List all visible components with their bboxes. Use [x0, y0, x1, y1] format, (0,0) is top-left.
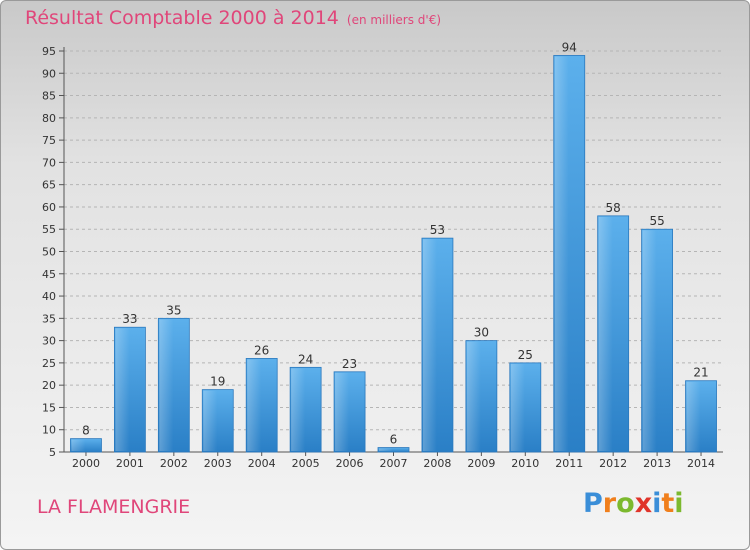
- chart-unit: (en milliers d'€): [346, 13, 442, 27]
- data-label: 53: [430, 223, 445, 237]
- x-tick-label: 2006: [336, 457, 364, 470]
- data-label: 23: [342, 357, 357, 371]
- data-label: 6: [390, 433, 398, 447]
- bar-highlight: [247, 359, 262, 451]
- x-tick-label: 2014: [687, 457, 715, 470]
- data-label: 21: [693, 366, 708, 380]
- proxiti-logo: Proxiti: [583, 488, 684, 519]
- bar-highlight: [291, 368, 306, 451]
- bar-highlight: [510, 363, 525, 451]
- data-label: 24: [298, 352, 313, 366]
- bar-highlight: [598, 216, 613, 451]
- data-label: 19: [210, 375, 225, 389]
- y-tick-label: 15: [42, 401, 56, 414]
- logo-letter: t: [661, 488, 675, 519]
- data-label: 58: [606, 201, 621, 215]
- y-tick-label: 30: [42, 335, 56, 348]
- chart-title-text: Résultat Comptable 2000 à 2014: [25, 7, 339, 29]
- x-tick-label: 2012: [599, 457, 627, 470]
- data-label: 35: [166, 303, 181, 317]
- y-tick-label: 95: [42, 45, 56, 58]
- y-tick-label: 60: [42, 201, 56, 214]
- bar-highlight: [642, 230, 657, 451]
- chart-title: Résultat Comptable 2000 à 2014 (en millie…: [25, 7, 441, 29]
- logo-letter: P: [583, 488, 603, 519]
- x-tick-label: 2013: [643, 457, 671, 470]
- bar-highlight: [71, 439, 86, 451]
- x-tick-label: 2009: [467, 457, 495, 470]
- y-tick-label: 90: [42, 67, 56, 80]
- logo-letter: r: [602, 488, 617, 519]
- bar-highlight: [554, 56, 569, 451]
- bars: [70, 55, 717, 453]
- y-tick-label: 10: [42, 424, 56, 437]
- town-name: LA FLAMENGRIE: [37, 496, 191, 518]
- bar-highlight: [422, 239, 437, 451]
- x-tick-label: 2004: [248, 457, 276, 470]
- bar: [377, 447, 410, 453]
- bar-highlight: [379, 448, 393, 451]
- data-label: 8: [82, 424, 90, 438]
- y-tick-label: 65: [42, 179, 56, 192]
- labels: 8 2000 33 2001 35 2002 19 2003 26 2004 24 2005 23 200…: [72, 40, 715, 470]
- data-label: 26: [254, 343, 269, 357]
- y-tick-label: 25: [42, 357, 56, 370]
- y-tick-label: 40: [42, 290, 56, 303]
- logo-letter: x: [634, 488, 653, 519]
- bar-highlight: [335, 372, 350, 451]
- bar-highlight: [203, 390, 218, 451]
- x-tick-label: 2000: [72, 457, 100, 470]
- y-tick-label: 20: [42, 379, 56, 392]
- x-tick-label: 2001: [116, 457, 144, 470]
- x-tick-label: 2008: [423, 457, 451, 470]
- x-tick-label: 2003: [204, 457, 232, 470]
- bar-highlight: [159, 319, 174, 451]
- data-label: 55: [649, 214, 664, 228]
- bar-highlight: [686, 381, 701, 451]
- data-label: 30: [474, 326, 489, 340]
- x-tick-label: 2011: [555, 457, 583, 470]
- logo-letter: i: [652, 488, 662, 519]
- y-tick-label: 5: [49, 446, 56, 459]
- x-tick-label: 2010: [511, 457, 539, 470]
- data-label: 25: [518, 348, 533, 362]
- x-tick-label: 2005: [292, 457, 320, 470]
- logo-letter: o: [616, 488, 635, 519]
- y-tick-label: 70: [42, 156, 56, 169]
- bar-highlight: [115, 328, 130, 451]
- y-tick-label: 45: [42, 268, 56, 281]
- y-tick-label: 75: [42, 134, 56, 147]
- x-tick-label: 2002: [160, 457, 188, 470]
- logo-letter: i: [674, 488, 684, 519]
- y-tick-label: 50: [42, 246, 56, 259]
- x-tick-label: 2007: [380, 457, 408, 470]
- data-label: 33: [122, 312, 137, 326]
- y-tick-label: 55: [42, 223, 56, 236]
- y-tick-label: 80: [42, 112, 56, 125]
- data-label: 94: [562, 40, 577, 54]
- y-tick-label: 35: [42, 312, 56, 325]
- y-tick-label: 85: [42, 90, 56, 103]
- bar-highlight: [466, 341, 481, 451]
